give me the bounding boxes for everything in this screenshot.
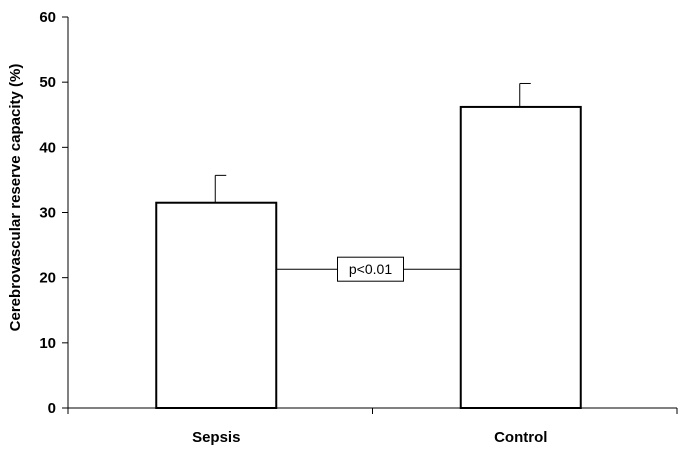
y-tick-label: 30	[39, 205, 56, 222]
y-tick-label: 10	[39, 335, 56, 352]
axes	[67, 17, 678, 414]
y-tick-label: 60	[39, 9, 56, 26]
error-bars	[214, 82, 531, 203]
y-axis-title: Cerebrovascular reserve capacity (%)	[7, 64, 24, 332]
y-tick-label: 50	[39, 74, 56, 91]
significance-annotation: p<0.01	[276, 256, 461, 282]
y-tick-label: 0	[48, 400, 56, 417]
y-tick-label: 40	[39, 139, 56, 156]
bar-control	[459, 105, 582, 410]
bar-sepsis	[155, 201, 278, 409]
y-axis-ticks: 0 10 20 30 40 50 60	[39, 9, 68, 417]
y-tick-label: 20	[39, 270, 56, 287]
category-label-control: Control	[494, 429, 547, 446]
category-label-sepsis: Sepsis	[192, 429, 240, 446]
annotation-box	[337, 256, 404, 282]
x-axis-category-labels: Sepsis Control	[192, 429, 547, 446]
annotation-text: p<0.01	[349, 261, 392, 277]
